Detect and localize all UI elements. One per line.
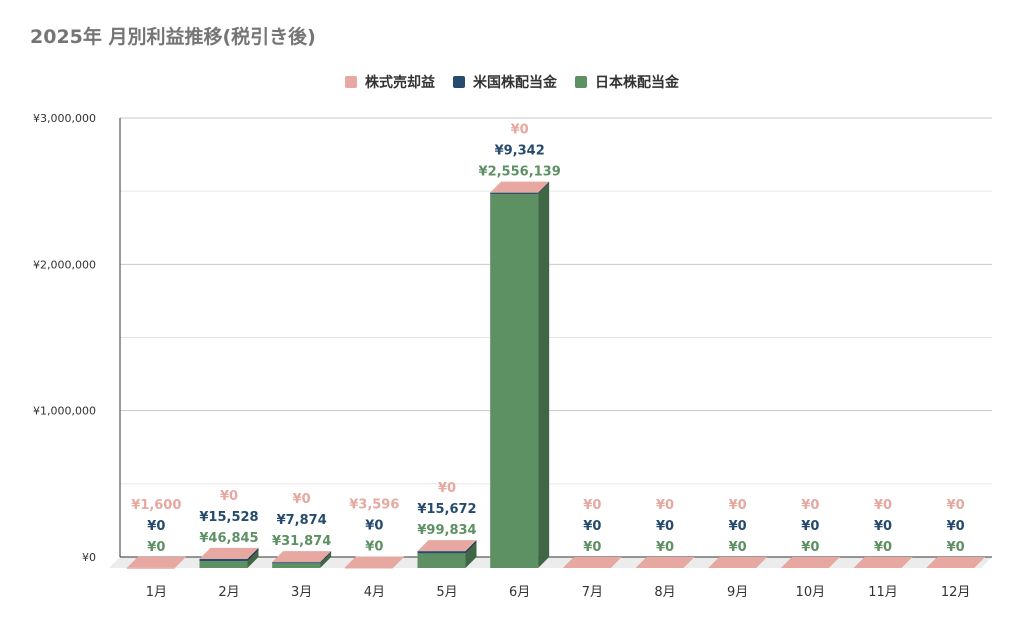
bar-segment-us-side (247, 547, 259, 562)
bar-segment-us[interactable] (490, 192, 539, 194)
data-label-jp: ¥99,834 (417, 523, 476, 538)
x-tick-label: 10月 (796, 585, 826, 600)
legend-label-us: 米国株配当金 (473, 75, 557, 91)
data-label-sell: ¥1,600 (131, 498, 181, 513)
data-label-us: ¥0 (365, 518, 383, 533)
data-label-us: ¥0 (583, 519, 601, 534)
bar-segment-jp[interactable] (417, 553, 466, 568)
legend-swatch-us (453, 76, 465, 88)
legend-item-jp[interactable]: 日本株配当金 (575, 72, 679, 92)
legend-swatch-jp (575, 76, 587, 88)
data-label-jp: ¥0 (874, 540, 892, 555)
data-label-sell: ¥0 (947, 498, 965, 513)
legend-label-sell: 株式売却益 (365, 75, 435, 91)
x-tick-label: 5月 (436, 585, 457, 600)
bar-segment-jp[interactable] (199, 561, 248, 568)
data-label-us: ¥15,672 (417, 502, 476, 517)
bar-segment-us-side (320, 551, 332, 564)
y-tick-label: ¥2,000,000 (33, 258, 96, 271)
bar-segment-jp[interactable] (272, 563, 321, 568)
bar-segment-jp-side (465, 542, 477, 568)
x-tick-label: 12月 (941, 585, 971, 600)
data-label-jp: ¥0 (801, 540, 819, 555)
bar-top-cap (926, 557, 986, 568)
bar-top-cap (562, 557, 622, 568)
legend-item-us[interactable]: 米国株配当金 (453, 72, 557, 92)
legend-swatch-sell (345, 76, 357, 88)
data-label-us: ¥7,874 (277, 513, 327, 528)
data-label-jp: ¥0 (583, 540, 601, 555)
bar-segment-sell[interactable] (126, 567, 175, 569)
data-label-us: ¥0 (801, 519, 819, 534)
data-label-sell: ¥0 (729, 498, 747, 513)
bar-segment-us[interactable] (199, 558, 248, 562)
data-label-sell: ¥0 (583, 498, 601, 513)
x-tick-label: 6月 (509, 585, 530, 600)
floor-plane (109, 557, 992, 568)
bar-top-cap (708, 557, 768, 568)
bar-segment-us[interactable] (417, 551, 466, 554)
bar-top-cap (853, 557, 913, 568)
data-label-jp: ¥2,556,139 (479, 165, 561, 180)
bar-top-cap (417, 540, 477, 552)
data-label-us: ¥15,528 (199, 510, 258, 525)
data-label-jp: ¥0 (947, 540, 965, 555)
data-label-sell: ¥0 (801, 498, 819, 513)
data-label-jp: ¥46,845 (199, 531, 258, 546)
x-tick-label: 8月 (654, 585, 675, 600)
bar-top-cap (490, 181, 550, 193)
y-tick-label: ¥3,000,000 (33, 112, 96, 125)
bar-segment-sell-side (392, 556, 404, 568)
data-label-jp: ¥0 (365, 539, 383, 554)
x-tick-label: 3月 (291, 585, 312, 600)
x-tick-label: 4月 (364, 585, 385, 600)
data-label-jp: ¥0 (729, 540, 747, 555)
data-label-us: ¥0 (947, 519, 965, 534)
bar-top-cap (344, 556, 404, 568)
data-label-sell: ¥0 (656, 498, 674, 513)
data-label-jp: ¥0 (656, 540, 674, 555)
bar-segment-jp[interactable] (490, 193, 539, 568)
data-label-jp: ¥0 (147, 540, 165, 555)
legend: 株式売却益 米国株配当金 日本株配当金 (0, 72, 1024, 92)
x-tick-label: 7月 (582, 585, 603, 600)
data-label-us: ¥0 (656, 519, 674, 534)
chart-title: 2025年 月別利益推移(税引き後) (30, 26, 316, 48)
data-label-sell: ¥0 (874, 498, 892, 513)
x-tick-label: 11月 (868, 585, 898, 600)
bar-top-cap (126, 556, 186, 568)
bar-top-cap (272, 551, 332, 563)
bar-segment-us-side (538, 181, 550, 194)
bar-segment-us[interactable] (272, 562, 321, 564)
legend-item-sell[interactable]: 株式売却益 (345, 72, 435, 92)
data-label-sell: ¥0 (293, 492, 311, 507)
data-label-sell: ¥0 (220, 489, 238, 504)
bar-segment-sell[interactable] (344, 567, 393, 569)
data-label-sell: ¥3,596 (349, 497, 399, 512)
x-tick-label: 9月 (727, 585, 748, 600)
data-label-us: ¥0 (729, 519, 747, 534)
data-label-sell: ¥0 (438, 481, 456, 496)
bar-segment-us-side (465, 540, 477, 554)
bar-top-cap (199, 547, 259, 559)
legend-label-jp: 日本株配当金 (595, 75, 679, 91)
data-label-sell: ¥0 (511, 123, 529, 138)
data-label-us: ¥0 (874, 519, 892, 534)
data-label-us: ¥0 (147, 519, 165, 534)
bar-segment-jp-side (247, 550, 259, 568)
bar-segment-sell-side (174, 556, 186, 568)
y-tick-label: ¥0 (82, 551, 96, 564)
data-label-jp: ¥31,874 (272, 534, 331, 549)
x-tick-label: 1月 (146, 585, 167, 600)
x-tick-label: 2月 (218, 585, 239, 600)
bar-top-cap (635, 557, 695, 568)
bar-segment-jp-side (320, 552, 332, 568)
data-label-us: ¥9,342 (495, 144, 545, 159)
bar-segment-jp-side (538, 182, 550, 568)
y-tick-label: ¥1,000,000 (33, 405, 96, 418)
bar-top-cap (780, 557, 840, 568)
